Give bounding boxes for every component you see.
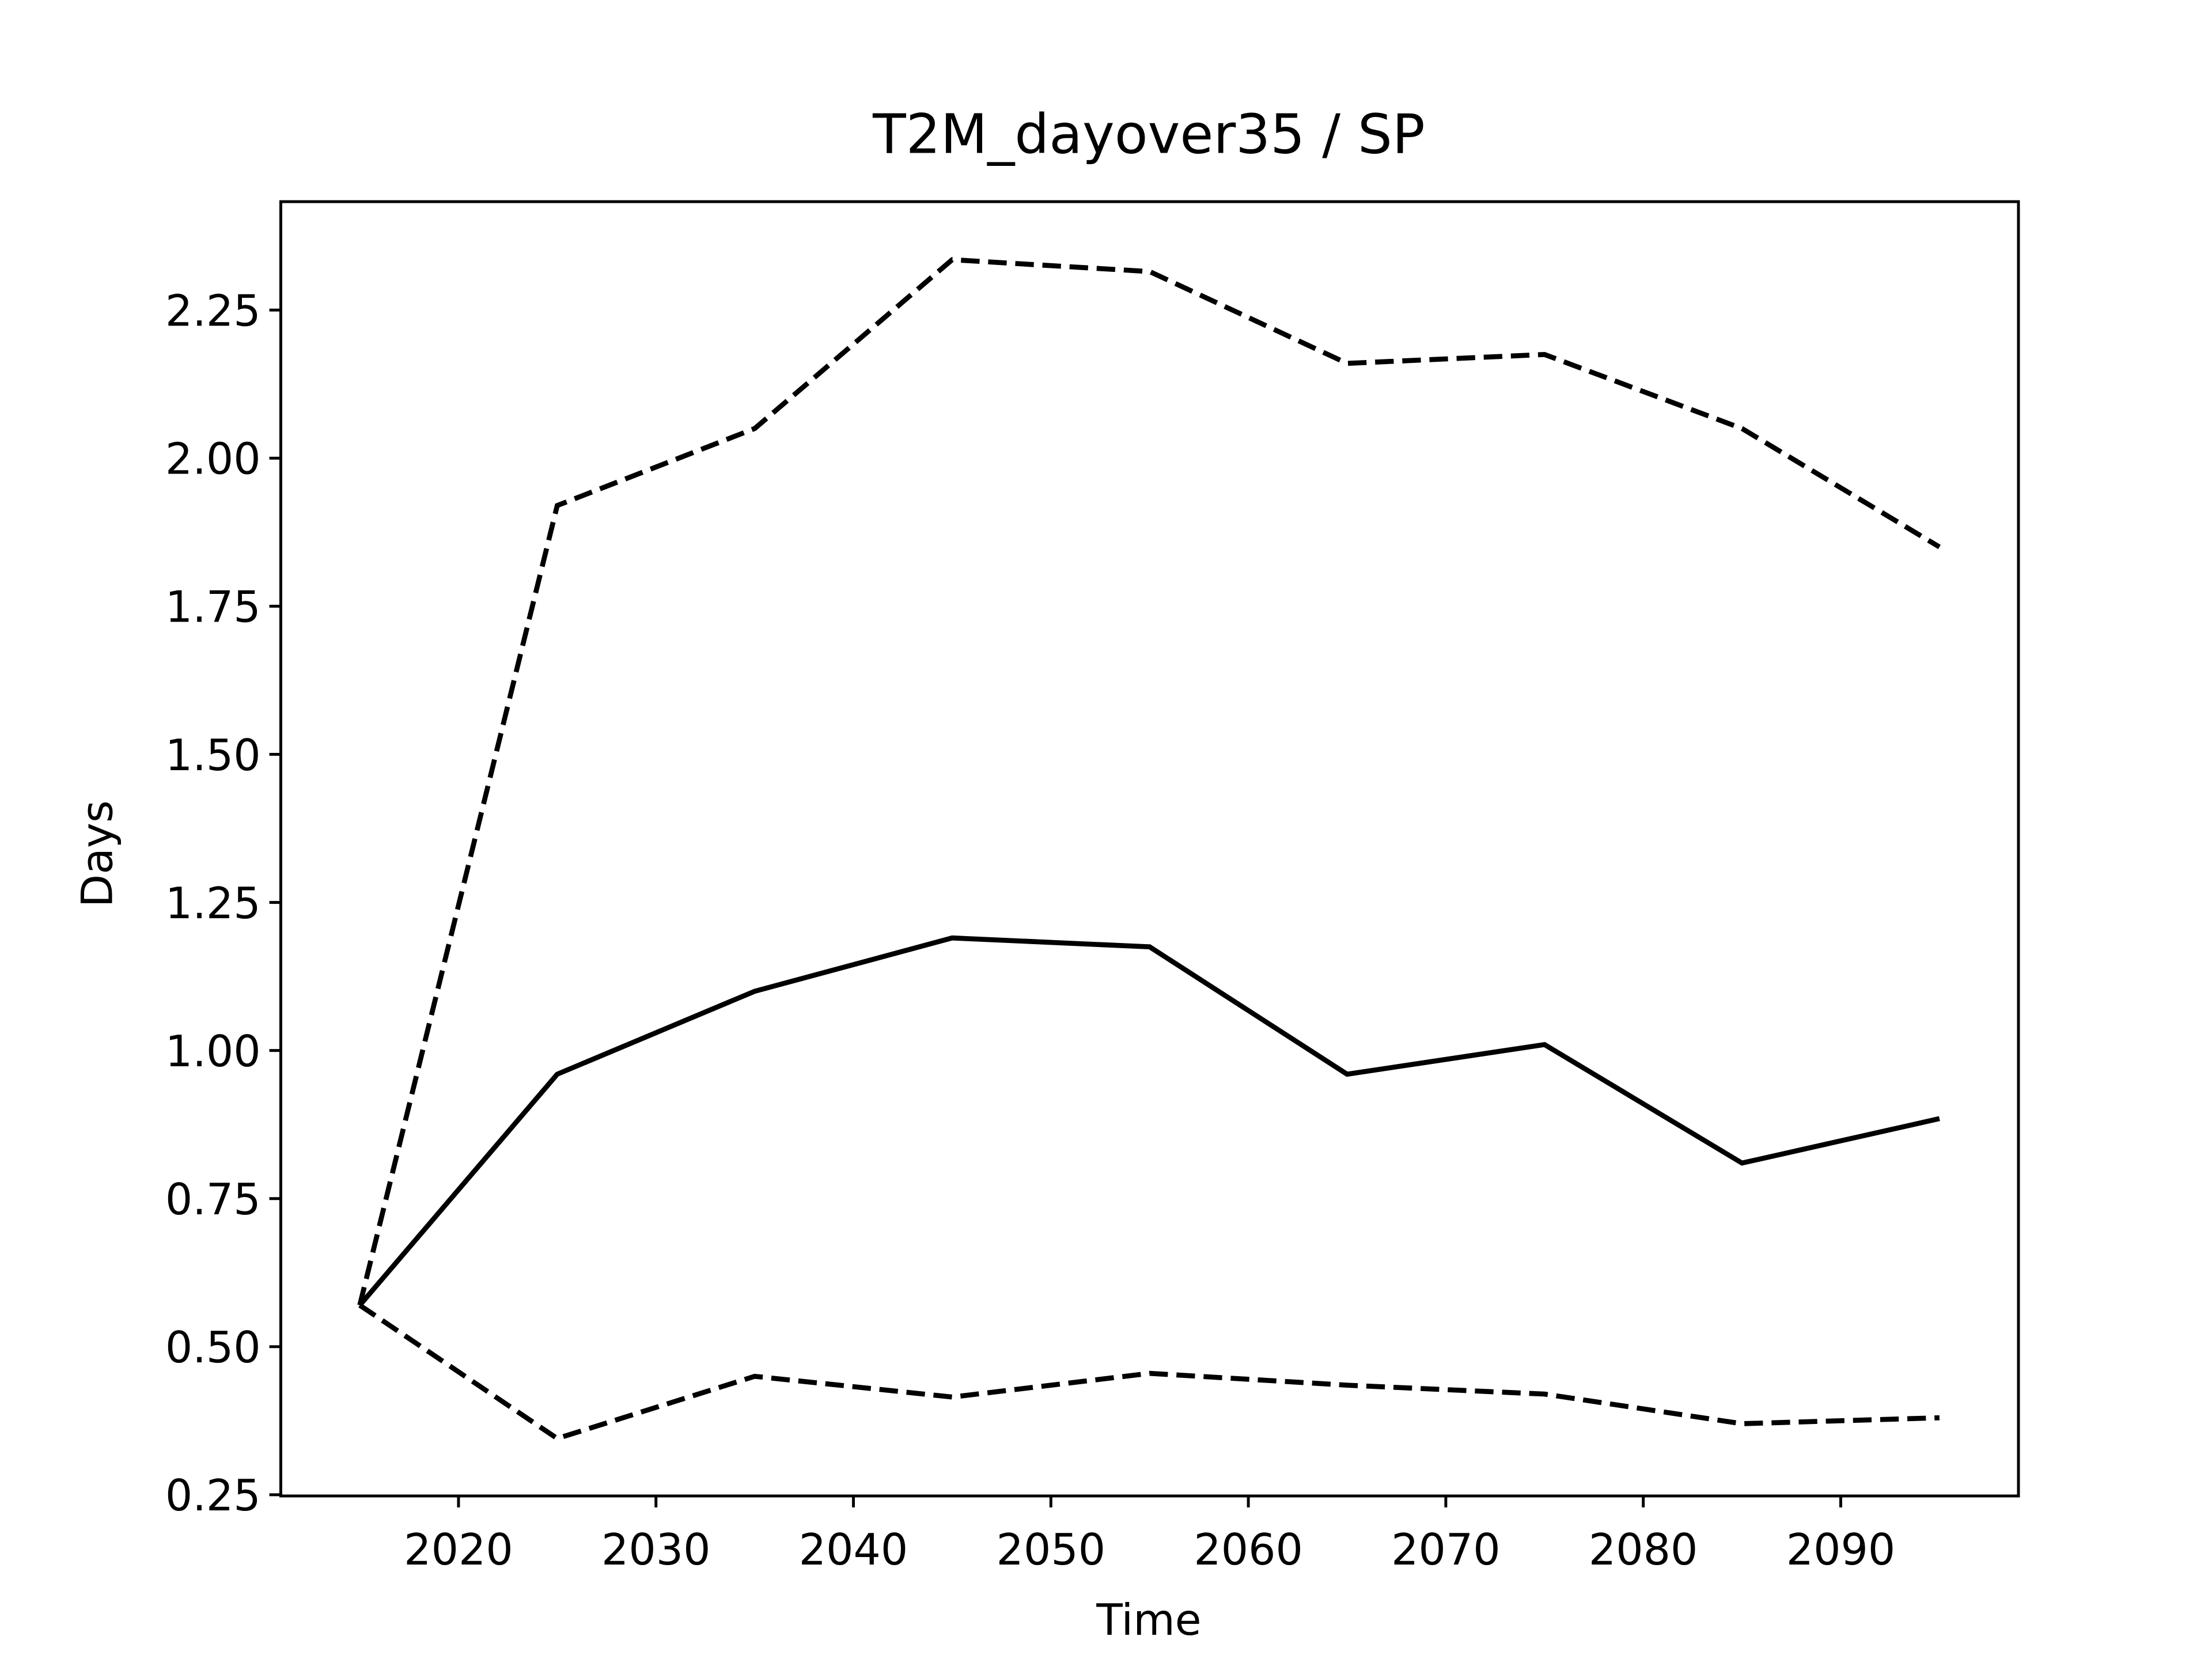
y-tick-label: 2.25 (165, 286, 261, 336)
plot-frame (279, 200, 2020, 1498)
y-axis-label: Days (72, 800, 122, 907)
y-tick-label: 2.00 (165, 434, 261, 484)
chart-title: T2M_dayover35 / SP (872, 103, 1425, 166)
data-line (358, 1303, 1940, 1441)
y-tick-label: 0.50 (165, 1323, 261, 1373)
y-tick-label: 1.00 (165, 1027, 261, 1077)
data-line (358, 935, 1940, 1307)
x-tick-label: 2050 (997, 1525, 1106, 1575)
x-tick-label: 2020 (404, 1525, 513, 1575)
x-tick-label: 2070 (1391, 1525, 1501, 1575)
y-tick-label: 1.25 (165, 878, 261, 929)
y-tick-label: 1.75 (165, 582, 261, 632)
x-tick-label: 2090 (1786, 1525, 1896, 1575)
x-tick-label: 2030 (601, 1525, 711, 1575)
x-tick-label: 2040 (799, 1525, 908, 1575)
x-axis-label: Time (1096, 1595, 1201, 1645)
x-tick-label: 2080 (1589, 1525, 1698, 1575)
y-tick-label: 1.50 (165, 730, 261, 781)
y-tick-label: 0.75 (165, 1175, 261, 1225)
data-line (357, 257, 1941, 1306)
x-tick-label: 2060 (1194, 1525, 1303, 1575)
y-tick-label: 0.25 (165, 1471, 261, 1521)
